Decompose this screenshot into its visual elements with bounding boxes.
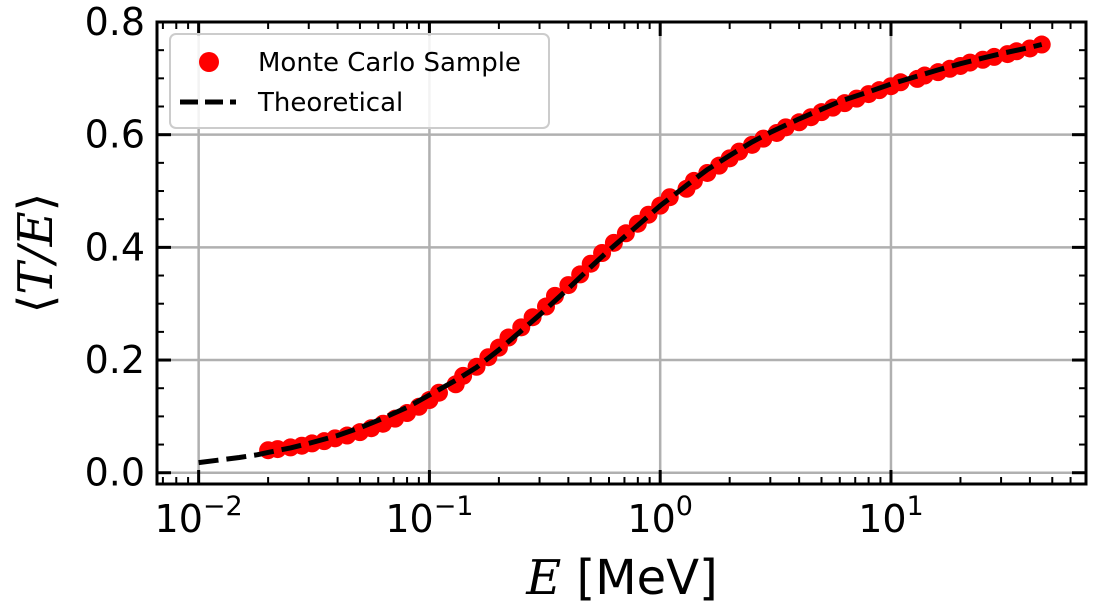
scatter-point [1032,35,1051,54]
y-tick-label: 0.0 [85,451,145,495]
y-tick-label: 0.4 [85,225,145,269]
y-tick-labels: 0.0 0.2 0.4 0.6 0.8 [85,0,145,495]
legend-label-monte-carlo-sample: Monte Carlo Sample [258,48,521,78]
x-tick-label: 101 [858,491,924,541]
legend-box [169,33,550,129]
y-tick-label: 0.2 [85,338,145,382]
axis-ticks [157,20,1087,484]
plot-frame [155,20,1088,486]
x-tick-label: 10−2 [155,491,243,541]
theoretical-line [198,42,1043,466]
x-tick-label: 100 [627,491,693,541]
y-tick-label: 0.8 [85,0,145,44]
x-axis-label: E [MeV] [525,550,718,606]
scatter-point [499,328,518,347]
scatter-point [545,286,564,305]
x-tick-label: 10−1 [385,491,473,541]
legend-label-theoretical: Theoretical [257,88,403,118]
y-tick-label: 0.6 [85,113,145,157]
y-axis-label: ⟨T/E⟩ [8,193,64,314]
legend-marker-monte-carlo-sample [199,52,219,72]
x-tick-labels: 10−2 10−1 100 101 [155,491,924,541]
legend: Monte Carlo Sample Theoretical [169,33,550,129]
series-theoretical [198,42,1043,466]
